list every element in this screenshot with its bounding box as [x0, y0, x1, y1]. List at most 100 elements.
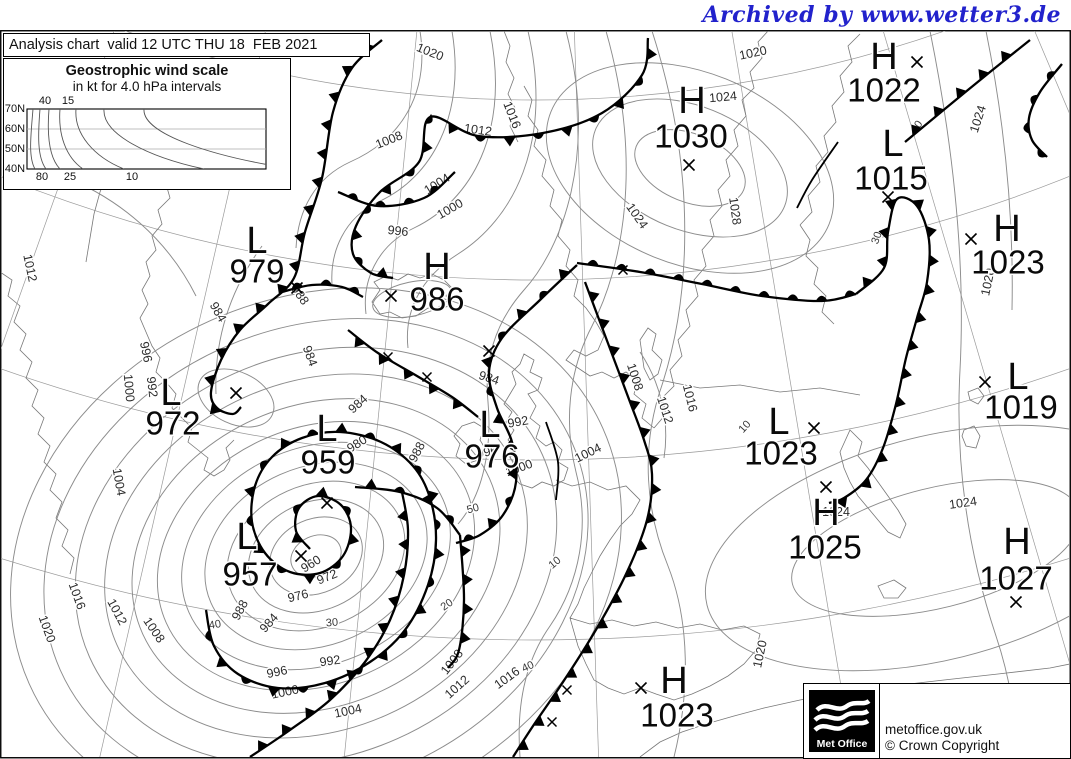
isobar-label: 1004	[421, 171, 452, 198]
isobar-label: 1020	[750, 639, 769, 669]
isobar-line	[406, 31, 537, 349]
isobar-line	[215, 245, 263, 395]
isobar-ring	[197, 368, 275, 428]
isobar-label: 996	[475, 443, 499, 462]
front-cold	[447, 534, 474, 669]
isobar-label: 976	[286, 587, 310, 606]
isobar-label: 996	[137, 340, 155, 363]
front-plain	[796, 141, 839, 209]
svg-text:979: 979	[229, 253, 284, 290]
geostrophic-label: 10	[736, 418, 753, 435]
isobar-label: 1020	[738, 43, 768, 62]
isobar-label: 984	[257, 611, 281, 636]
isobar-line	[331, 31, 456, 285]
svg-text:L: L	[236, 516, 257, 558]
isobar-line	[647, 31, 686, 757]
wind-scale-tick-label: 70N	[4, 103, 26, 115]
isobar-ring	[704, 424, 1069, 672]
svg-text:1030: 1030	[654, 118, 727, 155]
isobar-label: 996	[265, 663, 288, 681]
isobar-label: 1028	[726, 196, 744, 226]
svg-text:L: L	[1007, 356, 1028, 398]
crown-copyright: © Crown Copyright	[885, 738, 1000, 753]
front-occluded	[204, 422, 445, 697]
met-office-panel: Met Office metoffice.gov.uk © Crown Copy…	[803, 683, 1071, 759]
isobar-line	[518, 31, 627, 757]
wind-scale-subtitle: in kt for 4.0 hPa intervals	[72, 79, 222, 94]
panel-divider	[879, 684, 880, 758]
svg-text:H: H	[993, 208, 1020, 250]
front-occluded	[350, 37, 658, 280]
isobar-ring	[634, 129, 746, 207]
wind-scale-tick-label: 10	[125, 171, 139, 183]
wind-scale-tick-label: 60N	[4, 123, 26, 135]
isobar-ring	[156, 420, 476, 692]
isobar-ring	[74, 346, 558, 757]
isobar-label: 1020	[36, 614, 59, 645]
isobar-label: 992	[319, 653, 342, 670]
isobar-label: 984	[346, 392, 371, 416]
isobar-label: 1012	[20, 253, 39, 283]
svg-text:L: L	[246, 220, 267, 262]
isobar-label: 1024	[948, 494, 978, 512]
isobar-label: 1024	[623, 201, 650, 232]
isobar-ring	[269, 516, 363, 596]
isobar-label: 1024	[822, 505, 850, 519]
analysis-title-box: Analysis chart valid 12 UTC THU 18 FEB 2…	[3, 33, 370, 57]
isobar-line	[295, 31, 423, 249]
svg-text:1015: 1015	[854, 160, 927, 197]
wind-scale-title: Geostrophic wind scale	[65, 63, 229, 79]
isobar-label: 1012	[104, 596, 129, 627]
geostrophic-label: 40	[520, 659, 536, 675]
svg-text:H: H	[812, 492, 839, 534]
isobar-label: 984	[300, 344, 320, 368]
isobar-ring	[204, 461, 428, 651]
isobar-line	[639, 351, 667, 459]
isobar-ring	[104, 373, 528, 739]
front-cold	[828, 196, 939, 509]
isobar-line	[985, 31, 1013, 311]
svg-text:972: 972	[145, 405, 200, 442]
svg-text:1023: 1023	[640, 697, 713, 734]
isobar-label: 992	[144, 376, 160, 398]
isobar-label: 1004	[110, 467, 129, 497]
met-office-waves-icon	[813, 699, 871, 732]
svg-text:1025: 1025	[788, 529, 861, 566]
isobar-label: 996	[387, 223, 409, 239]
isobar-ring	[545, 62, 835, 274]
coastlines	[1, 31, 1069, 757]
isobar-label: 1008	[373, 128, 404, 151]
isobar-label: 1016	[66, 581, 89, 612]
svg-text:959: 959	[300, 444, 355, 481]
svg-text:L: L	[882, 123, 903, 165]
svg-text:976: 976	[464, 438, 519, 475]
svg-text:L: L	[316, 408, 337, 450]
wind-scale-tick-label: 15	[61, 95, 75, 107]
geostrophic-label: 10	[546, 554, 563, 571]
geostrophic-label: 30	[325, 616, 338, 629]
svg-text:1027: 1027	[979, 560, 1052, 597]
front-warm	[576, 259, 857, 303]
isobar-ring	[290, 534, 342, 578]
isobar-label: 1012	[442, 672, 472, 701]
isobar-ring	[372, 279, 452, 319]
svg-text:H: H	[660, 660, 687, 702]
front-occluded	[455, 264, 578, 545]
svg-text:1022: 1022	[847, 72, 920, 109]
